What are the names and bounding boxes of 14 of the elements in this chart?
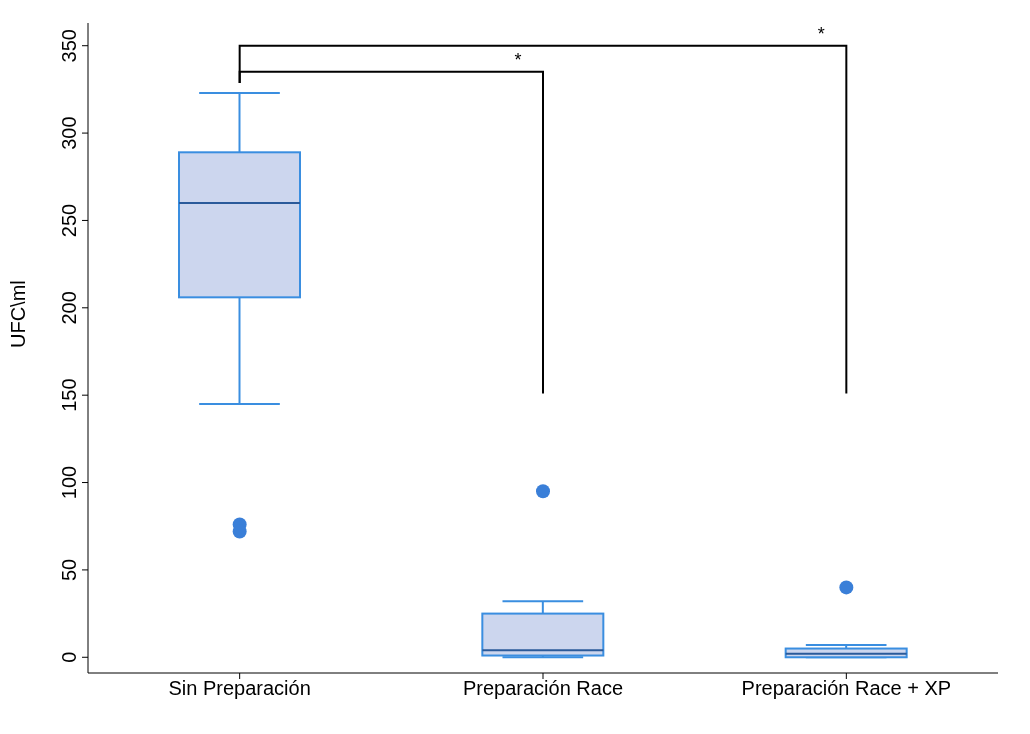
x-tick-label: Preparación Race + XP xyxy=(741,677,952,700)
y-tick-label: 350 xyxy=(58,29,80,63)
y-tick-label: 50 xyxy=(58,558,80,582)
y-tick-label: 250 xyxy=(58,203,80,238)
y-tick-label: 300 xyxy=(58,116,80,150)
annotation: * xyxy=(514,49,522,70)
y-axis-title: UFC\ml xyxy=(7,280,30,348)
y-tick-label: 200 xyxy=(58,291,80,325)
y-tick-label: 150 xyxy=(58,378,80,412)
y-tick-label: 0 xyxy=(58,651,80,663)
x-tick-label: Preparación Race xyxy=(462,677,624,700)
annotation: * xyxy=(817,23,825,44)
y-tick-label: 100 xyxy=(58,465,80,500)
x-tick-label: Sin Preparación xyxy=(168,677,311,700)
